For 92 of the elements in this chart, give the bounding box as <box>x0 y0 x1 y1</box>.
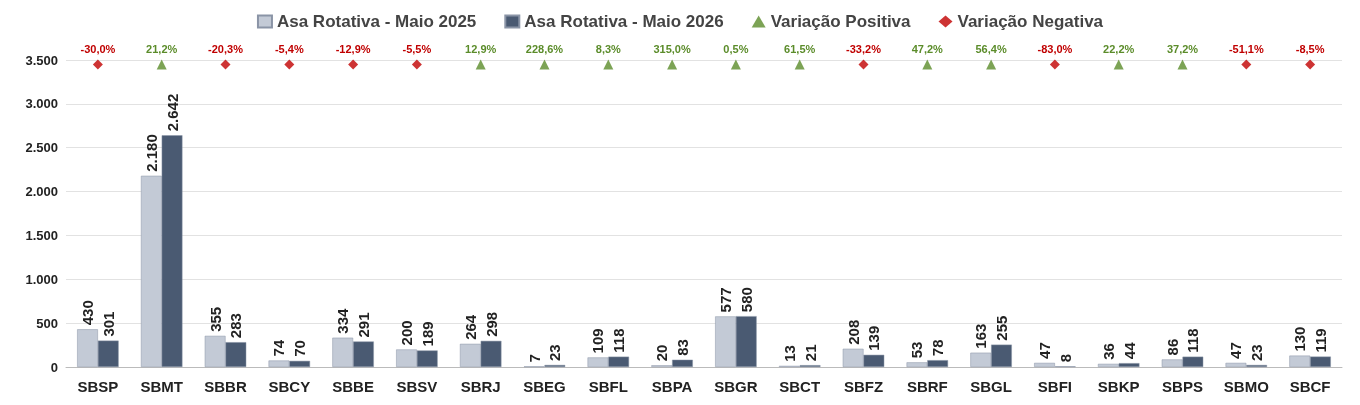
annotation: -30,0% <box>80 42 116 55</box>
annotation: 47,2% <box>911 42 944 55</box>
x-tick-label: SBRF <box>906 378 948 395</box>
annotation: 22,2% <box>1103 42 1135 55</box>
x-tick-label: SBGL <box>970 378 1012 395</box>
x-tick-label: SBRJ <box>460 378 501 395</box>
data-label: 86 <box>1163 338 1181 356</box>
data-label: 36 <box>1099 343 1117 360</box>
data-label: 23 <box>1248 344 1266 361</box>
data-label: 139 <box>865 325 883 351</box>
y-tick-label: 2.000 <box>25 184 58 200</box>
annotation: 0,5% <box>723 42 749 55</box>
y-tick-label: 1.500 <box>25 227 58 243</box>
x-tick-label: SBFZ <box>843 378 884 395</box>
x-tick-label: SBCT <box>779 378 821 395</box>
x-tick-label: SBBR <box>204 378 247 395</box>
data-label: 2.180 <box>142 134 160 172</box>
annotation: -33,2% <box>846 42 882 55</box>
data-label: 21 <box>801 344 819 362</box>
x-tick-label: SBPS <box>1162 378 1203 395</box>
data-label: 301 <box>99 311 117 337</box>
annotation: -12,9% <box>335 42 371 55</box>
data-label: 200 <box>398 320 416 346</box>
legend-label: Asa Rotativa - Maio 2026 <box>524 12 724 31</box>
data-label: 130 <box>1291 326 1309 352</box>
y-tick-label: 3.000 <box>25 96 58 112</box>
data-label: 298 <box>482 311 500 337</box>
data-label: 119 <box>1311 328 1329 353</box>
data-label: 334 <box>334 308 352 334</box>
x-tick-label: SBSV <box>396 378 438 395</box>
data-label: 78 <box>929 339 947 357</box>
data-label: 118 <box>610 328 628 353</box>
data-label: 109 <box>589 328 607 354</box>
x-tick-label: SBEG <box>523 378 566 395</box>
annotation: -51,1% <box>1228 42 1264 55</box>
x-tick-label: SBCF <box>1289 378 1331 395</box>
data-label: 44 <box>1120 341 1138 360</box>
data-label: 264 <box>461 314 479 340</box>
y-tick-label: 0 <box>50 359 58 375</box>
annotation: 61,5% <box>784 42 816 55</box>
data-label: 74 <box>270 339 288 357</box>
data-label: 70 <box>291 340 309 357</box>
annotation: 12,9% <box>465 42 497 55</box>
x-tick-label: SBKP <box>1097 378 1140 395</box>
data-label: 291 <box>354 312 372 338</box>
data-label: 7 <box>525 354 543 363</box>
annotation: -20,3% <box>208 42 244 55</box>
y-tick-label: 500 <box>36 315 58 331</box>
x-tick-label: SBGR <box>714 378 758 395</box>
x-tick-label: SBMT <box>140 378 183 395</box>
data-label: 53 <box>908 341 926 359</box>
data-label: 20 <box>653 344 671 362</box>
data-label: 13 <box>780 345 798 362</box>
annotation: 56,4% <box>975 42 1007 55</box>
data-label: 83 <box>673 339 691 356</box>
data-label: 47 <box>1036 342 1054 359</box>
annotation: 228,6% <box>525 42 564 55</box>
y-tick-label: 3.500 <box>25 52 58 68</box>
annotation: 315,0% <box>653 42 691 55</box>
x-tick-label: SBFL <box>588 378 628 395</box>
data-label: 430 <box>79 300 97 326</box>
data-label: 2.642 <box>163 93 181 132</box>
annotation: -8,5% <box>1295 42 1325 55</box>
y-tick-label: 1.000 <box>25 271 58 287</box>
y-tick-label: 2.500 <box>25 140 58 156</box>
data-label: 255 <box>992 315 1010 341</box>
data-label: 163 <box>972 323 990 349</box>
data-label: 580 <box>737 287 755 313</box>
data-label: 283 <box>227 313 245 339</box>
data-label: 8 <box>1056 353 1074 363</box>
legend-label: Variação Negativa <box>957 12 1104 31</box>
x-tick-label: SBCY <box>268 378 311 395</box>
annotation: 37,2% <box>1166 42 1199 55</box>
x-tick-label: SBSP <box>77 378 119 395</box>
legend-label: Variação Positiva <box>770 12 912 31</box>
annotation: 8,3% <box>595 42 622 55</box>
legend-label: Asa Rotativa - Maio 2025 <box>276 12 477 31</box>
x-tick-label: SBPA <box>651 378 693 395</box>
data-label: 47 <box>1227 342 1245 359</box>
annotation: -5,5% <box>402 42 432 55</box>
data-label: 208 <box>844 319 862 345</box>
data-label: 189 <box>418 321 436 347</box>
x-tick-label: SBFI <box>1037 378 1072 395</box>
data-label: 577 <box>717 287 735 313</box>
data-label: 23 <box>546 344 564 361</box>
annotation: 21,2% <box>146 42 178 55</box>
x-tick-label: SBMO <box>1223 378 1270 395</box>
x-tick-label: SBBE <box>332 378 374 395</box>
annotation: -83,0% <box>1037 42 1073 55</box>
annotation: -5,4% <box>274 42 304 55</box>
data-label: 355 <box>206 306 224 332</box>
data-label: 118 <box>1184 328 1202 353</box>
